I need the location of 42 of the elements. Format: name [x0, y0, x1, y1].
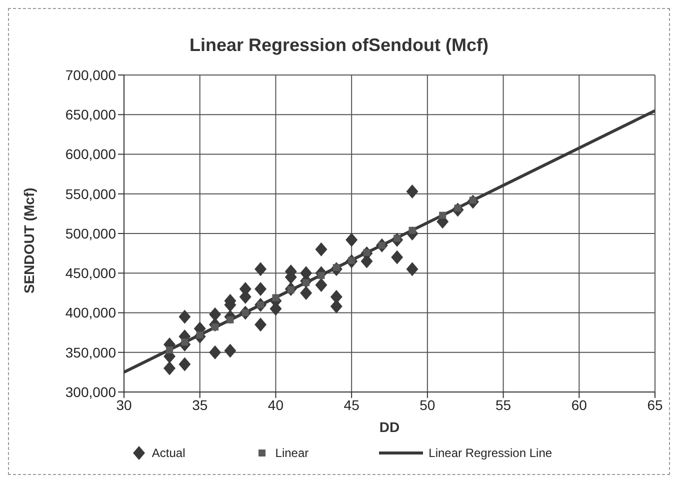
- x-tick-label: 35: [192, 396, 208, 413]
- x-tick-label: 50: [420, 396, 436, 413]
- y-tick-label: 500,000: [65, 225, 116, 242]
- chart-title: Linear Regression ofSendout (Mcf): [188, 34, 490, 57]
- y-tick-label: 650,000: [65, 106, 116, 123]
- y-tick-label: 450,000: [65, 265, 116, 282]
- point: [178, 357, 191, 372]
- point: [315, 278, 328, 292]
- x-tick-label: 45: [344, 396, 360, 413]
- point: [209, 307, 222, 322]
- point: [300, 286, 312, 300]
- point: [178, 310, 191, 324]
- point: [439, 212, 446, 219]
- point: [406, 262, 418, 276]
- point: [346, 232, 358, 247]
- point: [181, 338, 188, 346]
- y-tick-label: 550,000: [65, 186, 116, 202]
- y-tick-label: 300,000: [65, 384, 116, 400]
- point: [166, 346, 174, 354]
- x-tick-label: 65: [647, 396, 663, 413]
- point: [224, 344, 236, 358]
- x-tick-label: 40: [268, 396, 284, 413]
- point: [254, 318, 267, 332]
- x-tick-label: 60: [571, 396, 588, 413]
- legend-label: Linear: [274, 446, 309, 460]
- point: [164, 361, 176, 376]
- y-tick-label: 600,000: [65, 146, 116, 162]
- x-tick-label: 30: [116, 396, 132, 413]
- point: [406, 184, 418, 198]
- y-tick-label: 700,000: [65, 66, 116, 83]
- point: [254, 282, 267, 296]
- point: [315, 242, 328, 256]
- x-tick-label: 55: [495, 396, 512, 413]
- legend-label: Actual: [150, 446, 186, 460]
- legend-label: Linear Regression Line: [428, 446, 552, 460]
- y-axis-title: SENDOUT (Mcf): [20, 188, 37, 294]
- y-tick-label: 400,000: [65, 304, 116, 321]
- y-tick-label: 350,000: [65, 344, 116, 360]
- x-axis-title: DD: [379, 419, 400, 435]
- point: [254, 262, 267, 276]
- point: [391, 250, 404, 264]
- point: [209, 345, 222, 360]
